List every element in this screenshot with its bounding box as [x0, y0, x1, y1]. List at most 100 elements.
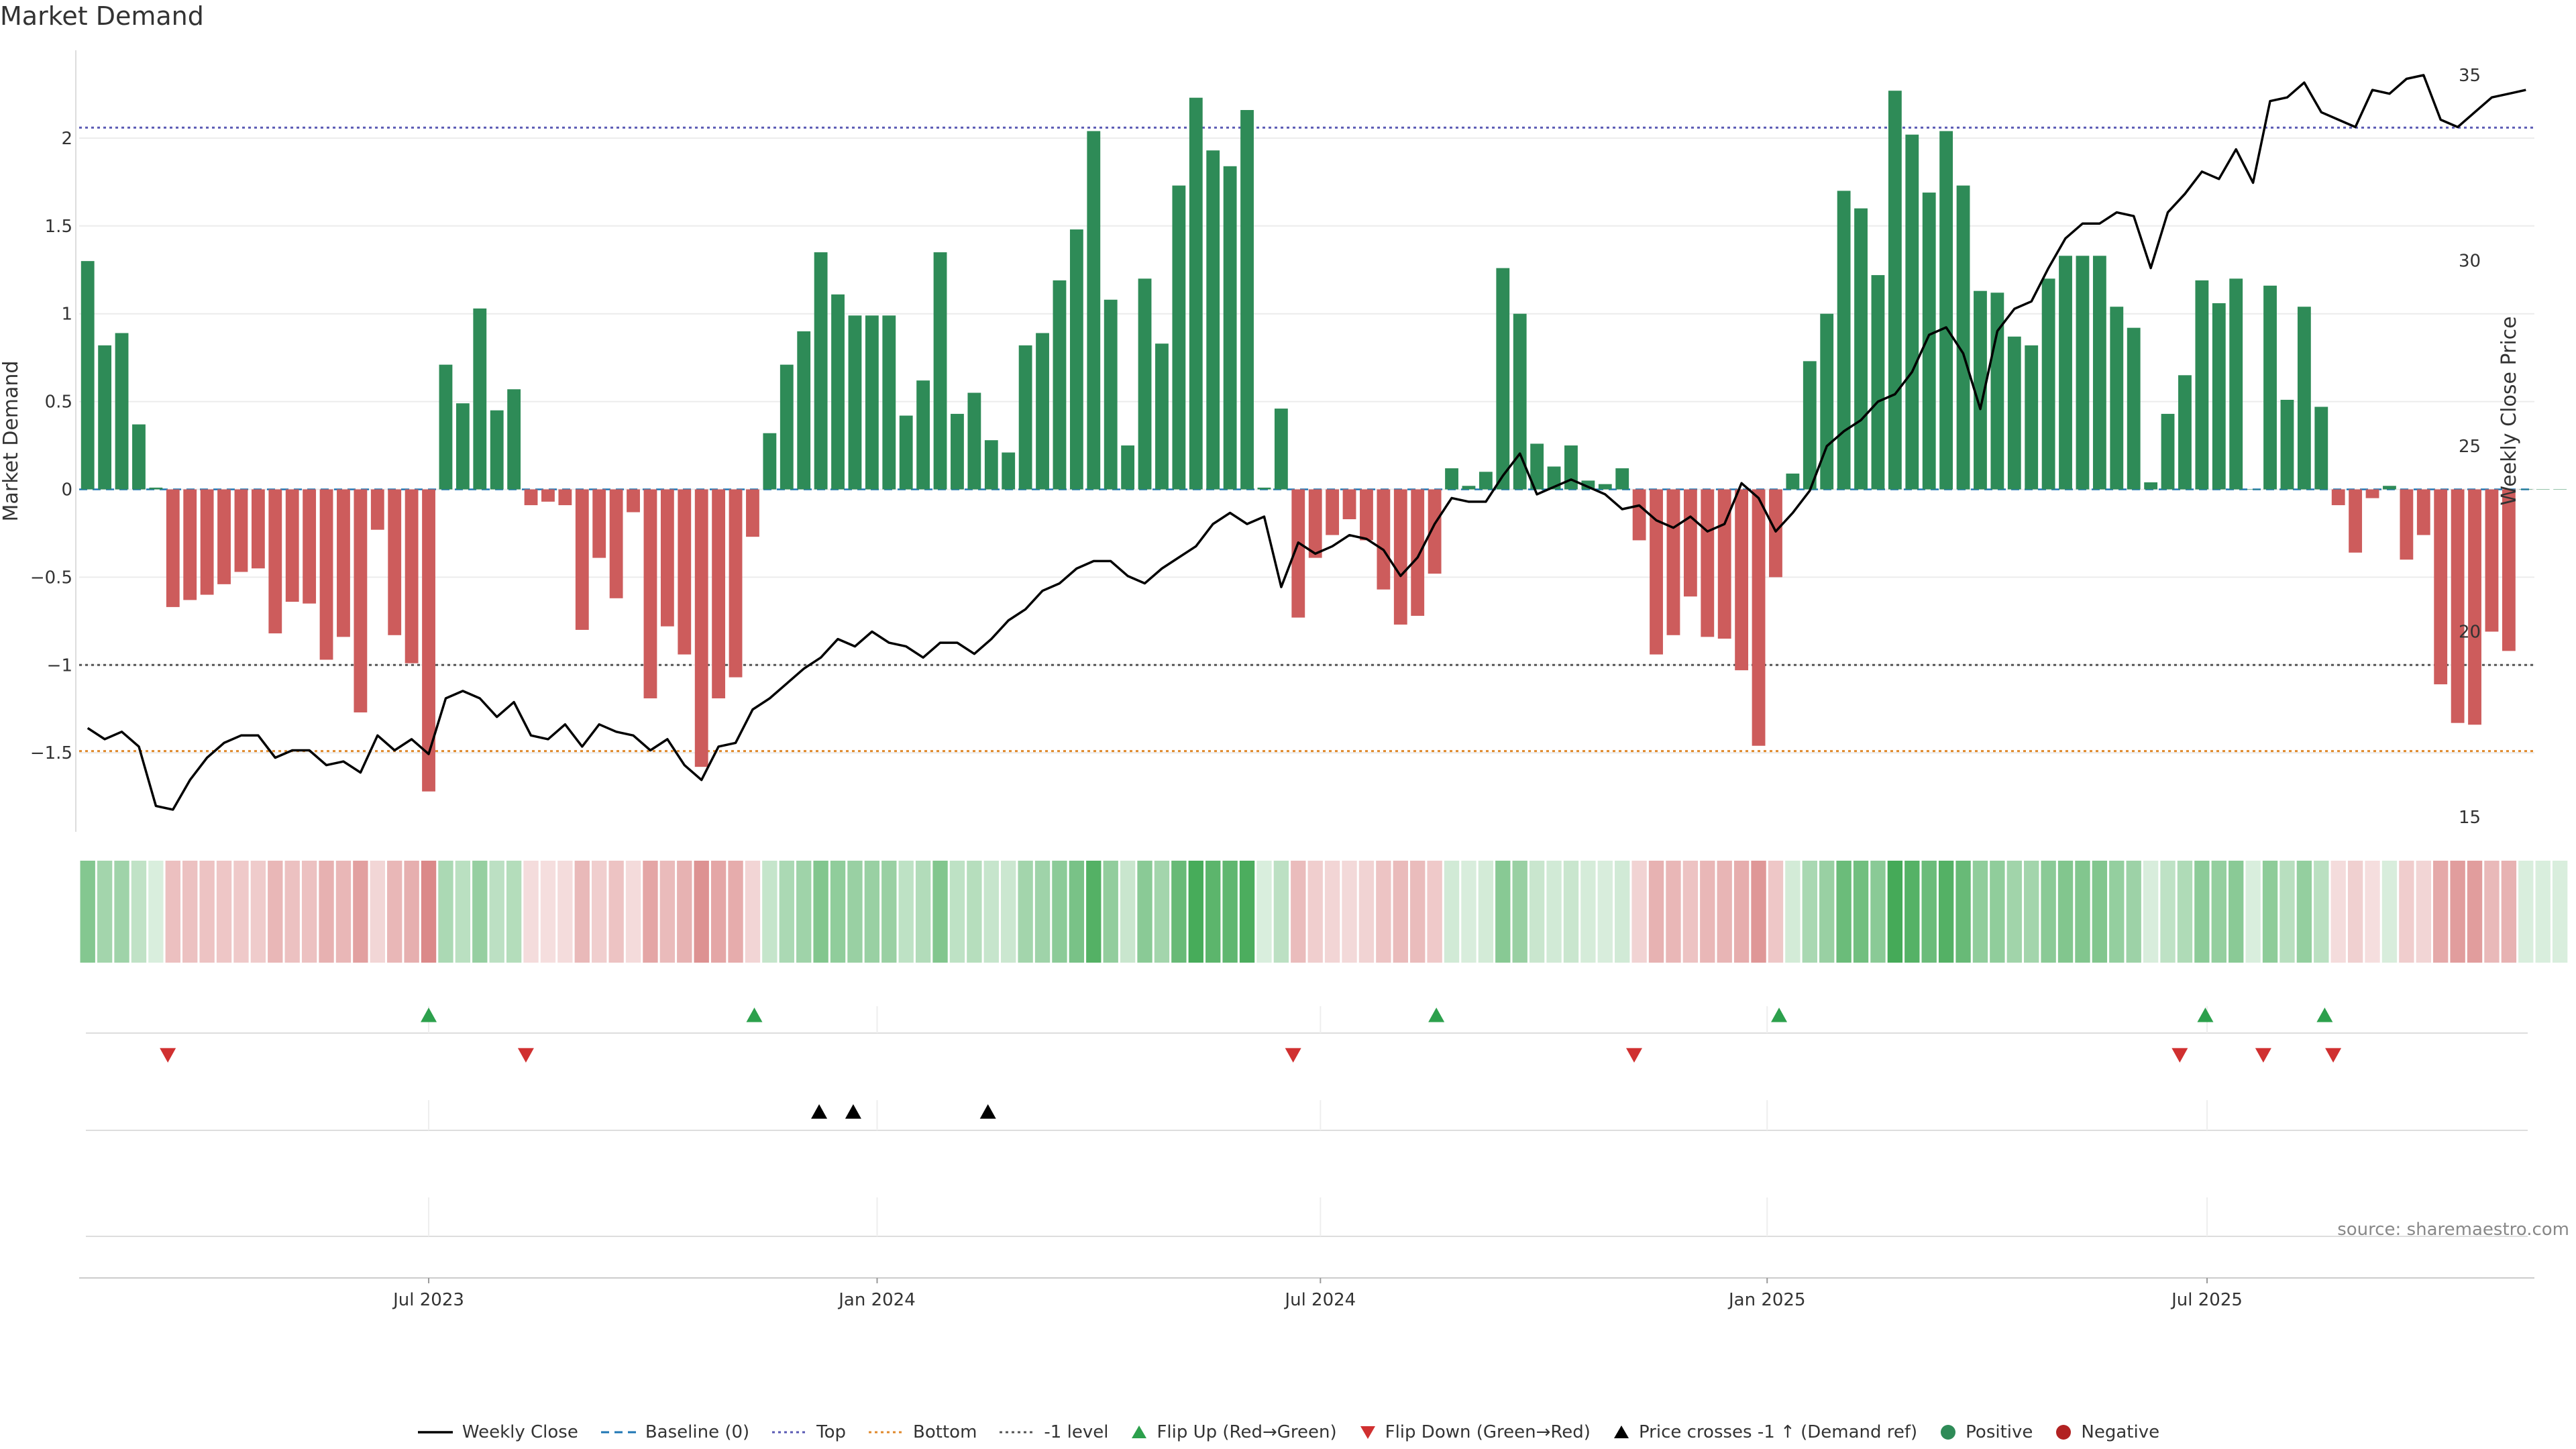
- negative-bar: [200, 489, 214, 595]
- chart-title: Market Demand: [0, 1, 204, 31]
- heat-strip-cell: [2211, 861, 2226, 963]
- heat-strip-cell: [881, 861, 897, 963]
- negative-bar: [1291, 489, 1305, 618]
- heat-strip-cell: [1358, 861, 1375, 963]
- positive-bar: [1018, 345, 1032, 490]
- heat-strip-cell: [1921, 861, 1937, 963]
- heat-strip-cell: [2126, 861, 2141, 963]
- negative-bar: [1342, 489, 1356, 519]
- negative-bar: [268, 489, 282, 634]
- heat-strip-cell: [1086, 861, 1102, 963]
- heat-strip-cell: [1205, 861, 1221, 963]
- heat-strip-cell: [813, 861, 828, 963]
- positive-bar: [2025, 345, 2039, 490]
- negative-bar: [217, 489, 231, 584]
- axes: 2 1.5 1 0.5 0 −0.5 −1 −1.5 35 30 25 20 15 Market Dema…: [0, 50, 2521, 832]
- negative-bar: [660, 489, 674, 627]
- y-tick-label: 1.5: [45, 217, 72, 237]
- positive-bar: [933, 252, 947, 490]
- heat-strip-cell: [540, 861, 556, 963]
- negative-bar: [2502, 489, 2516, 651]
- positive-bar: [2161, 413, 2175, 490]
- x-tick-label: Jul 2023: [392, 1290, 464, 1310]
- positive-bar: [1939, 131, 1953, 490]
- y2-tick-label: 20: [2459, 623, 2481, 643]
- heat-strip-cell: [2057, 861, 2074, 963]
- positive-bar: [916, 380, 930, 490]
- positive-bar: [2297, 307, 2311, 490]
- negative-bar: [2468, 489, 2481, 725]
- negative-bar: [422, 489, 435, 792]
- negative-bar: [1377, 489, 1391, 590]
- negative-bar: [1769, 489, 1782, 578]
- heat-strip-cell: [2450, 861, 2465, 963]
- price-line-layer: [87, 74, 2526, 811]
- legend-item: Positive: [1939, 1422, 2033, 1442]
- event-markers: [86, 1006, 2528, 1237]
- flip-down-marker: [517, 1048, 534, 1063]
- x-tick-label: Jan 2024: [837, 1290, 916, 1310]
- positive-bar: [780, 364, 794, 490]
- positive-bar: [80, 261, 95, 490]
- y-tick-label: −1.5: [30, 743, 72, 763]
- legend-label: Baseline (0): [645, 1422, 750, 1442]
- heat-strip-cell: [1188, 861, 1203, 963]
- legend-item: Flip Up (Red→Green): [1130, 1422, 1337, 1442]
- flip-up-marker: [2316, 1008, 2333, 1022]
- legend-item: Baseline (0): [600, 1422, 749, 1442]
- heat-strip-cell: [1052, 861, 1067, 963]
- positive-bar: [1974, 290, 1987, 490]
- heat-strip-cell: [421, 861, 437, 963]
- x-axis: Jul 2023 Jan 2024 Jul 2024 Jan 2025 Jul 2025: [79, 1277, 2534, 1310]
- heat-strip-cell: [1580, 861, 1596, 963]
- heat-strip-cell: [745, 861, 761, 963]
- heat-strip-cell: [284, 861, 300, 963]
- heat-strip-cell: [592, 861, 607, 963]
- positive-bar: [763, 433, 777, 490]
- positive-bar: [1172, 185, 1186, 490]
- legend-label: Flip Up (Red→Green): [1157, 1422, 1337, 1442]
- heat-strip-cell: [2535, 861, 2551, 963]
- negative-bar: [2349, 489, 2363, 553]
- price-cross-marker: [845, 1104, 861, 1119]
- heat-strip-cell: [1836, 861, 1851, 963]
- heat-strip-cell: [2143, 861, 2159, 963]
- positive-bar: [2229, 278, 2243, 490]
- positive-bar: [1445, 468, 1458, 490]
- heat-strip-cell: [1597, 861, 1613, 963]
- positive-bar: [2144, 482, 2158, 490]
- heat-strip-cell: [2484, 861, 2500, 963]
- heat-strip-cell: [1615, 861, 1630, 963]
- heat-strip-cell: [2365, 861, 2380, 963]
- negative-bar: [285, 489, 299, 602]
- heat-strip-cell: [1324, 861, 1340, 963]
- negative-bar: [1632, 489, 1646, 541]
- positive-bar: [1820, 313, 1834, 490]
- heat-strip-cell: [2245, 861, 2261, 963]
- flip-up-marker: [2197, 1008, 2214, 1022]
- heat-strip-cell: [1853, 861, 1869, 963]
- negative-bar: [1701, 489, 1715, 637]
- negative-bar: [678, 489, 692, 655]
- heat-strip-cell: [233, 861, 249, 963]
- negative-bar: [1326, 489, 1340, 535]
- heat-strip-cell: [1171, 861, 1187, 963]
- heat-strip-cell: [1990, 861, 2005, 963]
- positive-bar: [1087, 131, 1101, 490]
- positive-bar: [1786, 473, 1800, 490]
- heat-strip-cell: [2160, 861, 2176, 963]
- circle-icon: [2056, 1425, 2072, 1440]
- heat-strip-cell: [1444, 861, 1460, 963]
- y2-axis-title: Weekly Close Price: [2498, 316, 2521, 505]
- negative-bar: [251, 489, 265, 569]
- positive-bar: [149, 487, 163, 490]
- heat-strip-cell: [1648, 861, 1664, 963]
- heat-strip-cell: [1768, 861, 1784, 963]
- positive-bar: [98, 345, 112, 490]
- heat-strip-cell: [1393, 861, 1408, 963]
- negative-bar: [694, 489, 708, 767]
- heat-strip-cell: [1870, 861, 1886, 963]
- heat-strip-cell: [779, 861, 794, 963]
- positive-bar: [1104, 299, 1118, 490]
- heat-strip-cell: [455, 861, 471, 963]
